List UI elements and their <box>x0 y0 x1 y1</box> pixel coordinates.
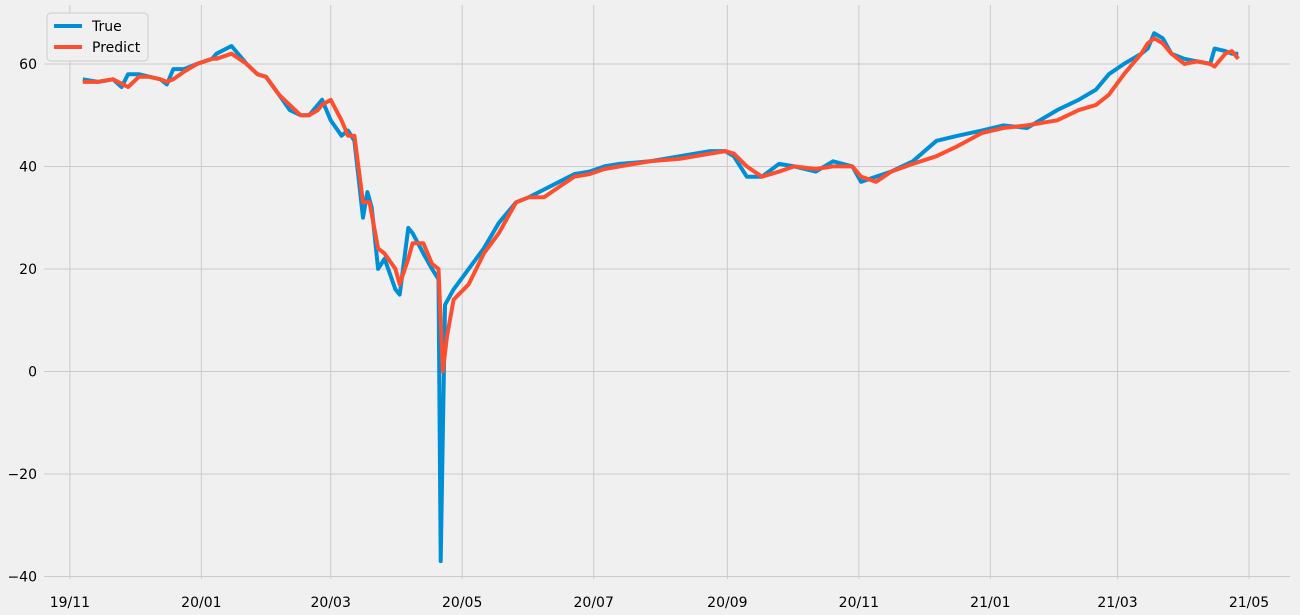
x-tick-label: 21/01 <box>970 595 1010 611</box>
legend-label-true: True <box>91 19 122 35</box>
x-tick-label: 20/11 <box>839 595 879 611</box>
y-tick-label: 40 <box>19 159 37 175</box>
grid <box>44 5 1290 579</box>
series-line-predict <box>82 36 1240 374</box>
y-tick-label: 60 <box>19 57 37 73</box>
y-tick-label: −20 <box>7 467 37 483</box>
series-line-true <box>82 31 1239 564</box>
y-tick-label: −40 <box>7 569 37 585</box>
x-tick-label: 20/05 <box>442 595 482 611</box>
legend-label-predict: Predict <box>92 40 141 56</box>
x-axis: 19/11 20/01 20/03 20/05 20/07 20/09 20/11 21/01… <box>50 595 1270 611</box>
y-tick-label: 0 <box>28 364 37 380</box>
x-tick-label: 20/03 <box>311 595 351 611</box>
x-tick-label: 21/05 <box>1229 595 1269 611</box>
x-tick-label: 21/03 <box>1097 595 1137 611</box>
series-layer <box>82 31 1240 564</box>
legend: True Predict <box>46 12 149 62</box>
x-tick-label: 20/09 <box>707 595 747 611</box>
y-tick-label: 20 <box>19 262 37 278</box>
y-axis: −40 −20 0 20 40 60 <box>7 57 37 586</box>
x-tick-label: 20/07 <box>574 595 614 611</box>
x-tick-label: 20/01 <box>181 595 221 611</box>
x-tick-label: 19/11 <box>50 595 90 611</box>
